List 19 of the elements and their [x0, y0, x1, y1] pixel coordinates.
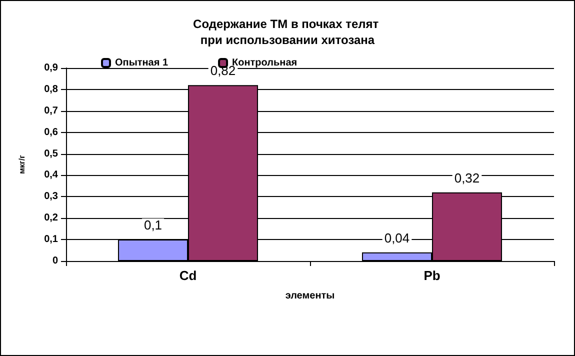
data-label: 0,04	[384, 230, 410, 246]
y-tick-label: 0,5	[44, 148, 58, 160]
legend-label: Опытная 1	[115, 58, 168, 68]
y-tick-label: 0,1	[44, 234, 58, 246]
y-tick-label: 0,8	[44, 84, 58, 95]
x-tick-label: Cd	[179, 268, 197, 283]
data-label: 0,1	[144, 218, 162, 233]
data-label: 0,32	[454, 170, 480, 186]
y-tick-label: 0,2	[44, 212, 58, 224]
y-tick-label: 0,6	[44, 126, 58, 138]
y-tick-label: 0,9	[44, 62, 58, 74]
chart-title: Содержание ТМ в почках телят при использовании хитозана	[193, 17, 382, 47]
y-tick-label: 0,7	[44, 105, 58, 116]
x-axis-title: элементы	[285, 290, 335, 302]
y-tick-label: 0,4	[44, 170, 58, 181]
y-axis-title: мкг/г	[18, 154, 26, 174]
y-tick-label: 0	[52, 256, 58, 266]
x-tick-label: Pb	[424, 268, 440, 283]
y-tick-label: 0,3	[44, 191, 58, 202]
